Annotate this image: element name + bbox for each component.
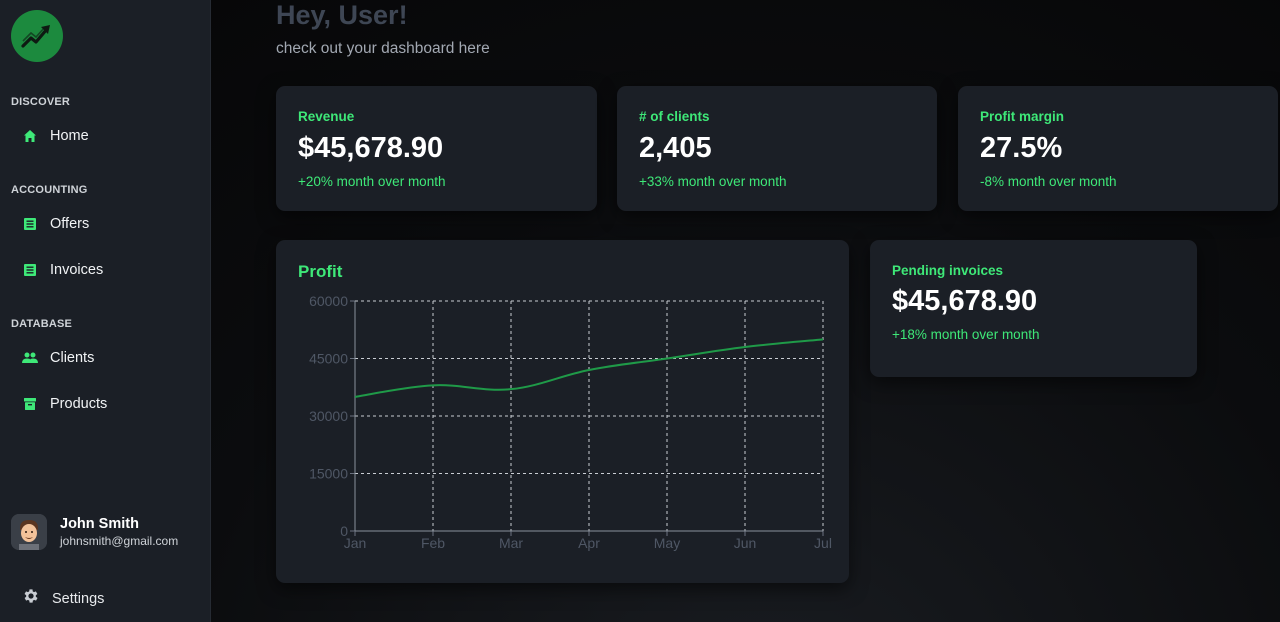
sidebar-item-label: Clients: [50, 350, 95, 366]
x-tick-label: Apr: [578, 535, 600, 551]
stat-card-pending-invoices: Pending invoices $45,678.90 +18% month o…: [870, 240, 1197, 377]
card-value: $45,678.90: [892, 285, 1038, 317]
people-icon: [22, 350, 38, 366]
sidebar-item-label: Products: [50, 396, 108, 412]
profit-series-line: [354, 338, 824, 398]
x-tick-label: May: [654, 535, 680, 551]
stat-card-revenue: Revenue $45,678.90 +20% month over month: [276, 86, 597, 211]
user-profile[interactable]: John Smith johnsmith@gmail.com: [11, 514, 178, 550]
sidebar-item-label: Invoices: [50, 262, 104, 278]
avatar: [11, 514, 47, 550]
settings-label: Settings: [52, 590, 105, 607]
list-icon: [22, 262, 38, 278]
sidebar-item-home[interactable]: Home: [22, 124, 192, 148]
list-icon: [22, 216, 38, 232]
stat-card-profit-margin: Profit margin 27.5% -8% month over month: [958, 86, 1278, 211]
logo[interactable]: [11, 10, 63, 62]
x-tick-label: Mar: [499, 535, 523, 551]
card-title: # of clients: [639, 109, 710, 124]
card-title: Pending invoices: [892, 263, 1004, 278]
section-label-accounting: ACCOUNTING: [11, 184, 88, 196]
sidebar-item-offers[interactable]: Offers: [22, 212, 192, 236]
trend-up-icon: [21, 25, 50, 48]
archive-icon: [22, 396, 38, 412]
page-subtitle: check out your dashboard here: [276, 40, 490, 57]
card-change: +18% month over month: [892, 327, 1040, 342]
x-tick-label: Jun: [734, 535, 757, 551]
user-email: johnsmith@gmail.com: [60, 534, 179, 548]
section-label-database: DATABASE: [11, 318, 73, 330]
sidebar-item-products[interactable]: Products: [22, 392, 192, 416]
sidebar-item-clients[interactable]: Clients: [22, 346, 192, 370]
y-tick-label: 45000: [309, 351, 348, 367]
card-title: Revenue: [298, 109, 355, 124]
x-tick-label: Jan: [344, 535, 367, 551]
stat-card-clients: # of clients 2,405 +33% month over month: [617, 86, 937, 211]
gear-icon: [22, 587, 40, 610]
sidebar-item-invoices[interactable]: Invoices: [22, 258, 192, 282]
y-tick-label: 30000: [309, 408, 348, 424]
sidebar-item-label: Offers: [50, 216, 90, 232]
x-tick-label: Feb: [421, 535, 445, 551]
y-tick-label: 0: [340, 523, 348, 539]
card-title: Profit margin: [980, 109, 1065, 124]
settings-button[interactable]: Settings: [22, 587, 104, 610]
page-title: Hey, User!: [276, 0, 408, 30]
user-name: John Smith: [60, 516, 139, 532]
y-tick-label: 60000: [309, 293, 348, 309]
card-change: +33% month over month: [639, 174, 787, 189]
sidebar-item-label: Home: [50, 128, 89, 144]
card-value: $45,678.90: [298, 132, 444, 164]
y-tick-label: 15000: [309, 466, 348, 482]
section-label-discover: DISCOVER: [11, 96, 71, 108]
home-icon: [22, 128, 38, 144]
chart-title: Profit: [298, 262, 343, 281]
card-change: +20% month over month: [298, 174, 446, 189]
card-value: 2,405: [639, 132, 712, 164]
sidebar: DISCOVER Home ACCOUNTING Offers Invoices…: [0, 0, 211, 622]
card-value: 27.5%: [980, 132, 1063, 164]
card-change: -8% month over month: [980, 174, 1117, 189]
profit-chart-card: Profit 60000 45000 30000 15000 0 Jan Feb Mar Apr…: [276, 240, 849, 583]
x-tick-label: Jul: [814, 535, 832, 551]
